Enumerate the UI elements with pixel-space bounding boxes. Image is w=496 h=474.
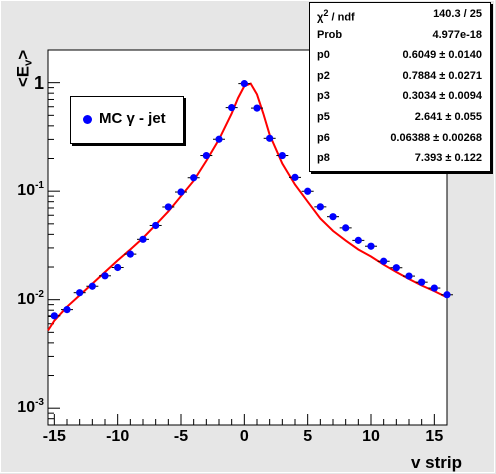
y-axis-label: <Ev>	[13, 49, 35, 88]
x-tick-label: 15	[425, 428, 444, 445]
data-point	[392, 264, 400, 272]
data-point	[240, 80, 248, 88]
data-point	[126, 250, 134, 258]
stat-value: 140.3 / 25	[433, 8, 482, 20]
stat-row: p3 0.3034 ± 0.0094	[310, 87, 490, 105]
data-point	[291, 173, 299, 181]
data-point	[253, 104, 261, 112]
stat-name: p6	[317, 131, 330, 144]
fit-statistics-box: χ2 / ndf 140.3 / 25 Prob 4.977e-18 p0 0.6049 …	[309, 2, 491, 172]
stat-value: 7.393 ± 0.122	[414, 152, 482, 165]
stat-value: 0.6049 ± 0.0140	[402, 49, 482, 62]
data-point	[88, 282, 96, 290]
data-point	[405, 272, 413, 280]
stat-name: p3	[317, 90, 330, 103]
stat-row: p5 2.641 ± 0.055	[310, 108, 490, 126]
stat-row: p0 0.6049 ± 0.0140	[310, 46, 490, 64]
x-tick-label: -15	[42, 428, 66, 445]
data-point	[228, 104, 236, 112]
stat-name: p2	[317, 69, 330, 82]
data-point	[430, 284, 438, 292]
data-point	[50, 312, 58, 320]
data-point	[354, 236, 362, 244]
data-point	[202, 151, 210, 160]
y-tick-label: 10-2	[17, 288, 44, 308]
y-tick-label: 10-1	[17, 180, 44, 200]
stat-row: Prob 4.977e-18	[310, 26, 490, 44]
data-point	[114, 263, 122, 272]
data-point	[380, 257, 388, 265]
data-point	[139, 235, 147, 243]
stat-row: p6 0.06388 ± 0.00268	[310, 129, 490, 147]
stat-row: χ2 / ndf 140.3 / 25	[310, 5, 490, 24]
stat-name: χ2 / ndf	[317, 8, 355, 24]
stat-value: 0.3034 ± 0.0094	[402, 90, 482, 103]
y-tick-label: 1	[33, 72, 44, 93]
data-point	[266, 134, 274, 142]
data-point	[215, 135, 223, 143]
stat-name: p0	[317, 49, 330, 62]
x-tick-label: -5	[173, 428, 189, 445]
stat-value: 0.7884 ± 0.0271	[402, 69, 482, 82]
data-point	[304, 187, 312, 195]
data-point	[164, 203, 172, 211]
stat-value: 0.06388 ± 0.00268	[390, 131, 482, 144]
data-point	[101, 272, 109, 280]
stat-row: p2 0.7884 ± 0.0271	[310, 67, 490, 85]
stat-name: p8	[317, 152, 330, 165]
x-axis-label: v strip	[410, 453, 462, 472]
stat-row: p8 7.393 ± 0.122	[310, 149, 490, 167]
data-point	[342, 224, 350, 232]
stat-value: 4.977e-18	[432, 28, 482, 41]
data-point	[190, 174, 198, 182]
data-point	[63, 306, 71, 314]
data-point	[443, 291, 451, 299]
stat-name: Prob	[317, 28, 343, 41]
data-point	[76, 289, 84, 297]
legend: MC γ - jet	[70, 96, 184, 144]
data-point	[177, 188, 185, 196]
data-point	[329, 213, 337, 221]
data-point	[418, 278, 426, 286]
y-tick-label: 10-3	[17, 397, 44, 417]
data-point	[152, 221, 160, 230]
data-point	[367, 242, 375, 250]
x-tick-label: 0	[239, 428, 249, 445]
x-tick-label: -10	[106, 428, 130, 445]
x-tick-label: 5	[303, 428, 313, 445]
x-tick-label: 10	[362, 428, 380, 445]
legend-label: MC γ - jet	[99, 110, 166, 127]
data-point	[316, 203, 324, 211]
legend-marker-icon	[83, 115, 92, 124]
stat-value: 2.641 ± 0.055	[414, 111, 482, 123]
stat-name: p5	[317, 111, 330, 123]
data-point	[278, 151, 286, 160]
